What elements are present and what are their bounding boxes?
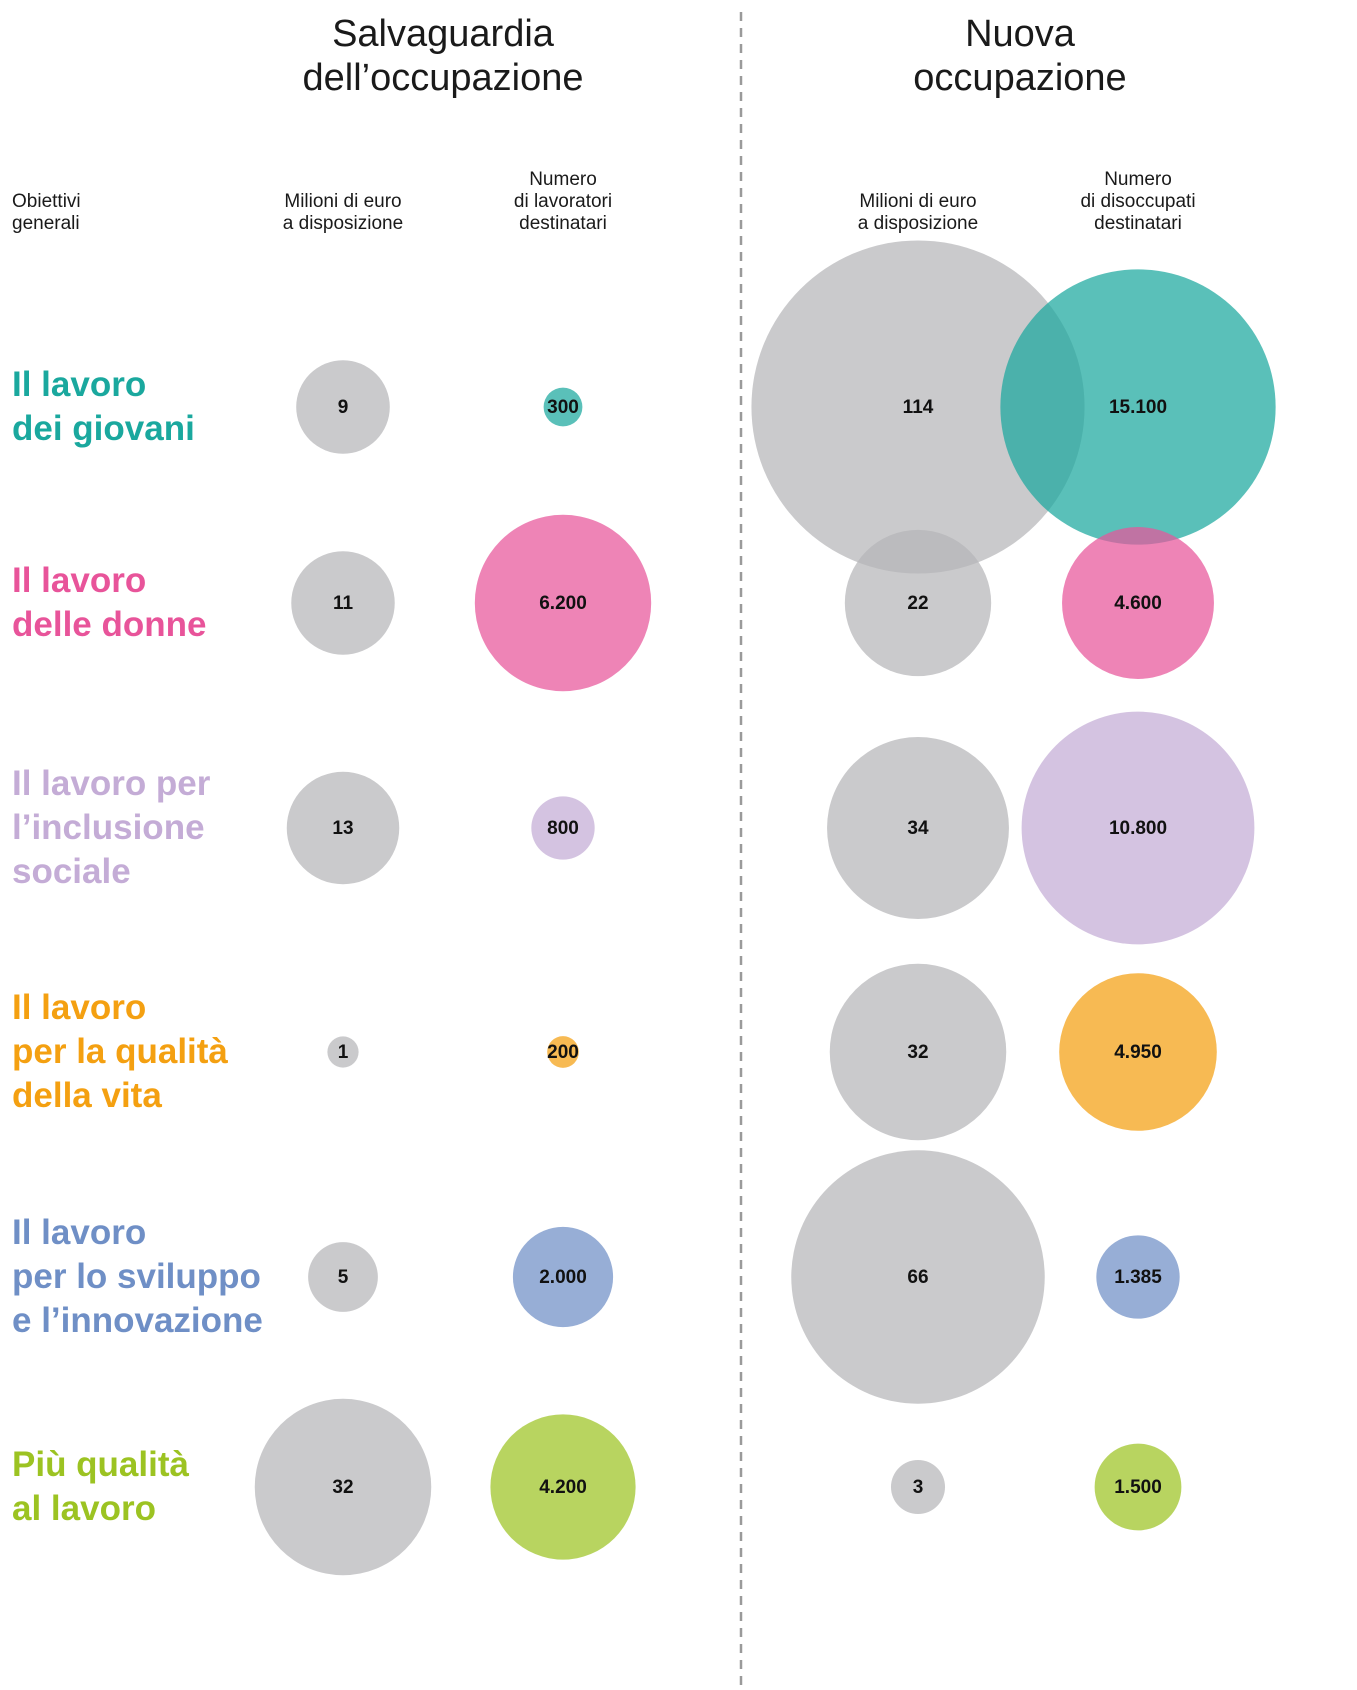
column-header: Milioni di euro a disposizione [857, 191, 979, 234]
bubble [543, 387, 583, 427]
value-label: 3 [913, 1477, 924, 1498]
bubble [296, 360, 390, 454]
value-label: 32 [907, 1042, 928, 1063]
column-header: Numero di lavoratori destinatari [513, 169, 613, 234]
value-label: 9 [338, 397, 349, 418]
value-label: 66 [907, 1267, 928, 1288]
bubble [829, 963, 1007, 1141]
column-header: Milioni di euro a disposizione [282, 191, 404, 234]
value-label: 1 [338, 1042, 349, 1063]
bubble [1062, 527, 1214, 679]
bubble [844, 529, 992, 677]
bubble [1021, 711, 1255, 945]
value-label: 11 [333, 593, 354, 614]
value-label: 1.385 [1114, 1267, 1162, 1288]
row-label: Il lavoro delle donne [12, 561, 207, 644]
value-label: 10.800 [1109, 818, 1167, 839]
bubble [791, 1150, 1045, 1404]
bubble [1000, 269, 1276, 545]
value-label: 300 [547, 397, 579, 418]
value-label: 34 [907, 818, 929, 839]
bubble [531, 796, 595, 860]
bubble [286, 771, 400, 885]
value-label: 200 [547, 1042, 579, 1063]
value-label: 800 [547, 818, 579, 839]
value-label: 15.100 [1109, 397, 1167, 418]
row-label: Il lavoro per la qualità della vita [12, 988, 228, 1115]
row-label: Il lavoro per lo sviluppo e l’innovazion… [12, 1213, 263, 1340]
value-label: 6.200 [539, 593, 587, 614]
section-title: Salvaguardia dell’occupazione [302, 13, 584, 99]
value-label: 4.950 [1114, 1042, 1162, 1063]
bubble [474, 514, 652, 692]
bubble [1096, 1235, 1180, 1319]
bubble [291, 551, 395, 655]
value-label: 1.500 [1114, 1477, 1162, 1498]
bubble [254, 1398, 432, 1576]
value-label: 5 [338, 1267, 349, 1288]
bubble [827, 737, 1009, 919]
bubble [490, 1414, 636, 1560]
bubble [890, 1459, 946, 1515]
value-label: 4.200 [539, 1477, 587, 1498]
value-label: 2.000 [539, 1267, 587, 1288]
value-label: 13 [332, 818, 353, 839]
bubble [1059, 973, 1217, 1131]
row-label: Il lavoro per l’inclusione sociale [12, 764, 211, 891]
value-label: 4.600 [1114, 593, 1162, 614]
bubble [327, 1036, 359, 1068]
value-label: 114 [903, 397, 934, 418]
category-header: Obiettivi generali [12, 191, 81, 234]
column-header: Numero di disoccupati destinatari [1080, 169, 1196, 234]
row-label: Più qualità al lavoro [12, 1445, 189, 1528]
bubble [751, 240, 1085, 574]
row-label: Il lavoro dei giovani [12, 365, 195, 448]
value-label: 22 [907, 593, 928, 614]
section-title: Nuova occupazione [913, 13, 1127, 99]
bubble [547, 1036, 579, 1068]
bubble [512, 1226, 614, 1328]
bubble [308, 1242, 378, 1312]
bubble [1094, 1443, 1182, 1531]
value-label: 32 [332, 1477, 353, 1498]
